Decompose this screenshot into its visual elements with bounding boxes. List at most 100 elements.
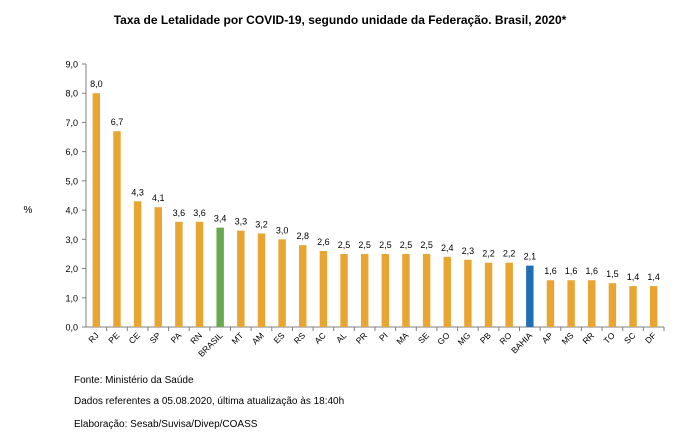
value-label-pi: 2,5 (379, 240, 392, 250)
value-label-mt: 3,3 (235, 217, 248, 227)
x-tick-label-mt: MT (229, 330, 245, 346)
bar-sc (629, 286, 637, 327)
y-tick-label: 5,0 (65, 176, 78, 186)
bar-es (278, 239, 286, 327)
y-tick-label: 7,0 (65, 118, 78, 128)
value-labels-group: 8,0 6,7 4,3 4,1 3,6 3,6 3,4 3,3 3,2 3,0 2,8 2,6 2,5 2… (90, 79, 660, 282)
bar-pi (381, 253, 390, 327)
x-tick-label-pb: PB (478, 330, 493, 345)
value-label-mg: 2,3 (462, 246, 475, 256)
bar-sp (154, 207, 162, 327)
value-label-se: 2,5 (420, 240, 433, 250)
bar-pe (113, 131, 121, 327)
bar-se (422, 253, 431, 327)
bar-pr (360, 253, 369, 327)
value-label-go: 2,4 (441, 243, 454, 253)
x-tick-label-pe: PE (106, 330, 121, 345)
value-label-ro: 2,2 (503, 249, 516, 259)
value-label-ce: 4,3 (131, 187, 144, 197)
y-tick-label: 9,0 (65, 60, 78, 70)
x-tick-label-rj: RJ (86, 330, 100, 344)
bar-ce (133, 201, 142, 327)
x-tick-label-ro: RO (498, 330, 514, 346)
x-tick-label-pr: PR (354, 330, 369, 345)
bar-ro (505, 262, 513, 327)
x-tick-label-am: AM (250, 330, 266, 346)
value-label-pe: 6,7 (111, 117, 124, 127)
bar-pb (484, 262, 493, 327)
bar-pa (175, 221, 183, 327)
bar-ac (319, 251, 328, 327)
data-reference-note: Dados referentes a 05.08.2020, última at… (74, 396, 345, 407)
x-tick-label-se: SE (416, 330, 431, 345)
y-axis-label: % (24, 205, 33, 216)
x-tick-label-ac: AC (312, 330, 327, 345)
bar-rs (299, 245, 307, 327)
x-tick-label-pi: PI (377, 330, 390, 343)
x-tick-label-al: AL (334, 330, 349, 345)
y-tick-label: 2,0 (65, 264, 78, 274)
x-tick-label-sp: SP (148, 330, 163, 345)
value-label-bahia: 2,1 (524, 252, 537, 262)
value-label-am: 3,2 (255, 219, 268, 229)
source-note: Fonte: Ministério da Saúde (74, 375, 194, 386)
y-tick-label: 0,0 (65, 323, 78, 333)
value-label-to: 1,5 (606, 269, 619, 279)
value-label-rs: 2,8 (296, 231, 309, 241)
value-label-sc: 1,4 (627, 272, 640, 282)
x-tick-label-df: DF (643, 330, 658, 345)
bar-go (443, 256, 451, 327)
y-tick-label: 3,0 (65, 235, 78, 245)
x-tick-label-pa: PA (169, 330, 184, 345)
bar-al (340, 253, 348, 327)
value-label-rn: 3,6 (193, 208, 206, 218)
value-label-df: 1,4 (647, 272, 660, 282)
x-tick-label-go: GO (435, 330, 452, 347)
bar-df (649, 286, 658, 327)
bars-group (92, 93, 658, 327)
bar-rr (588, 280, 596, 327)
value-label-brasil: 3,4 (214, 214, 227, 224)
x-tick-label-ma: MA (394, 330, 410, 346)
bar-bahia (526, 265, 534, 327)
bar-rn (195, 221, 204, 327)
x-tick-label-bahia: BAHIA (509, 330, 534, 355)
bar-am (257, 233, 266, 327)
x-tick-label-sc: SC (622, 330, 637, 345)
x-tick-label-rs: RS (292, 330, 308, 346)
bar-ms (567, 280, 575, 327)
x-tick-label-to: TO (601, 330, 617, 346)
bar-ma (402, 253, 410, 327)
axes (85, 64, 664, 328)
bar-brasil (216, 227, 224, 327)
x-tick-label-rr: RR (580, 330, 596, 346)
chart-title: Taxa de Letalidade por COVID-19, segundo… (114, 13, 567, 27)
value-label-ms: 1,6 (565, 266, 578, 276)
letalidade-bar-chart: Taxa de Letalidade por COVID-19, segundo… (24, 13, 665, 359)
value-label-pa: 3,6 (173, 208, 186, 218)
x-tick-label-es: ES (271, 330, 286, 345)
value-label-rj: 8,0 (90, 79, 103, 89)
y-tick-labels-group: 0,0 1,0 2,0 3,0 4,0 5,0 6,0 7,0 8,0 9,0 (65, 60, 86, 333)
value-label-sp: 4,1 (152, 193, 165, 203)
value-label-rr: 1,6 (585, 266, 598, 276)
value-label-ac: 2,6 (317, 237, 330, 247)
bar-rj (92, 93, 101, 327)
bar-ap (546, 280, 555, 327)
value-label-pb: 2,2 (482, 249, 495, 259)
y-tick-label: 6,0 (65, 147, 78, 157)
value-label-ap: 1,6 (544, 266, 557, 276)
bar-to (608, 283, 617, 327)
x-tick-label-ap: AP (540, 330, 555, 345)
value-label-pr: 2,5 (358, 240, 371, 250)
x-tick-label-mg: MG (456, 330, 473, 347)
value-label-al: 2,5 (338, 240, 351, 250)
y-tick-label: 8,0 (65, 89, 78, 99)
x-tick-label-ce: CE (127, 330, 143, 346)
value-label-ma: 2,5 (400, 240, 413, 250)
x-tick-label-ms: MS (559, 330, 575, 346)
elaboration-note: Elaboração: Sesab/Suvisa/Divep/COASS (74, 419, 258, 430)
y-tick-label: 4,0 (65, 206, 78, 216)
bar-mg (464, 259, 472, 327)
